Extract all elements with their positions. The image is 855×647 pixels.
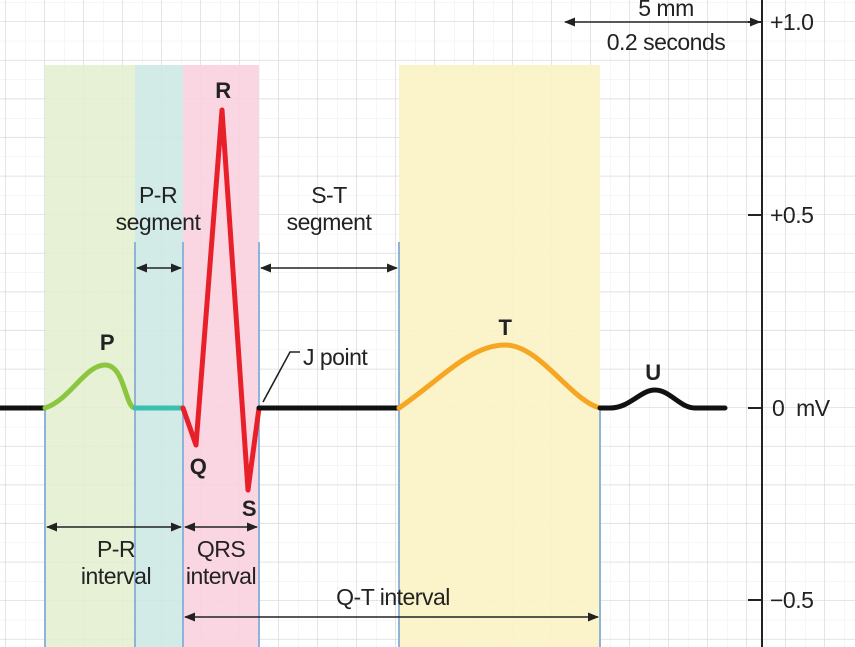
voltage-axis: +1.0 +0.5 0 mV −0.5 <box>748 0 831 647</box>
r-label: R <box>215 78 231 103</box>
interval-lines <box>44 242 601 647</box>
pr-segment-label: P-R <box>139 182 177 208</box>
ecg-trace <box>0 107 728 493</box>
j-point-label: J point <box>303 344 368 370</box>
axis-label: 0 mV <box>772 395 831 421</box>
axis-label: −0.5 <box>770 587 813 613</box>
pr-band <box>45 65 135 647</box>
t-band <box>399 65 600 647</box>
scale-time: 0.2 seconds <box>607 29 726 55</box>
pr-segment-band <box>135 65 183 647</box>
scale-length: 5 mm <box>638 0 694 21</box>
t-label: T <box>499 315 513 340</box>
qrs-interval-label: QRS <box>197 536 246 562</box>
axis-label: +0.5 <box>770 202 813 228</box>
annotations: P-R segment S-T segment J point P-R inte… <box>45 182 600 622</box>
st-segment-label: segment <box>287 209 373 235</box>
p-label: P <box>100 330 114 355</box>
qrs-interval-label: interval <box>186 563 256 589</box>
pr-interval-label: P-R <box>97 536 135 562</box>
pr-interval-label: interval <box>81 563 151 589</box>
s-label: S <box>242 496 256 521</box>
qt-interval-label: Q-T interval <box>336 584 450 610</box>
scale-bar: 5 mm 0.2 seconds <box>563 0 762 55</box>
st-segment-label: S-T <box>311 182 347 208</box>
pr-segment-label: segment <box>116 209 202 235</box>
axis-label: +1.0 <box>770 9 813 35</box>
wave-labels: P R Q S T U <box>100 78 661 521</box>
q-label: Q <box>190 454 207 479</box>
u-label: U <box>645 360 660 385</box>
qrs-band <box>183 65 259 647</box>
